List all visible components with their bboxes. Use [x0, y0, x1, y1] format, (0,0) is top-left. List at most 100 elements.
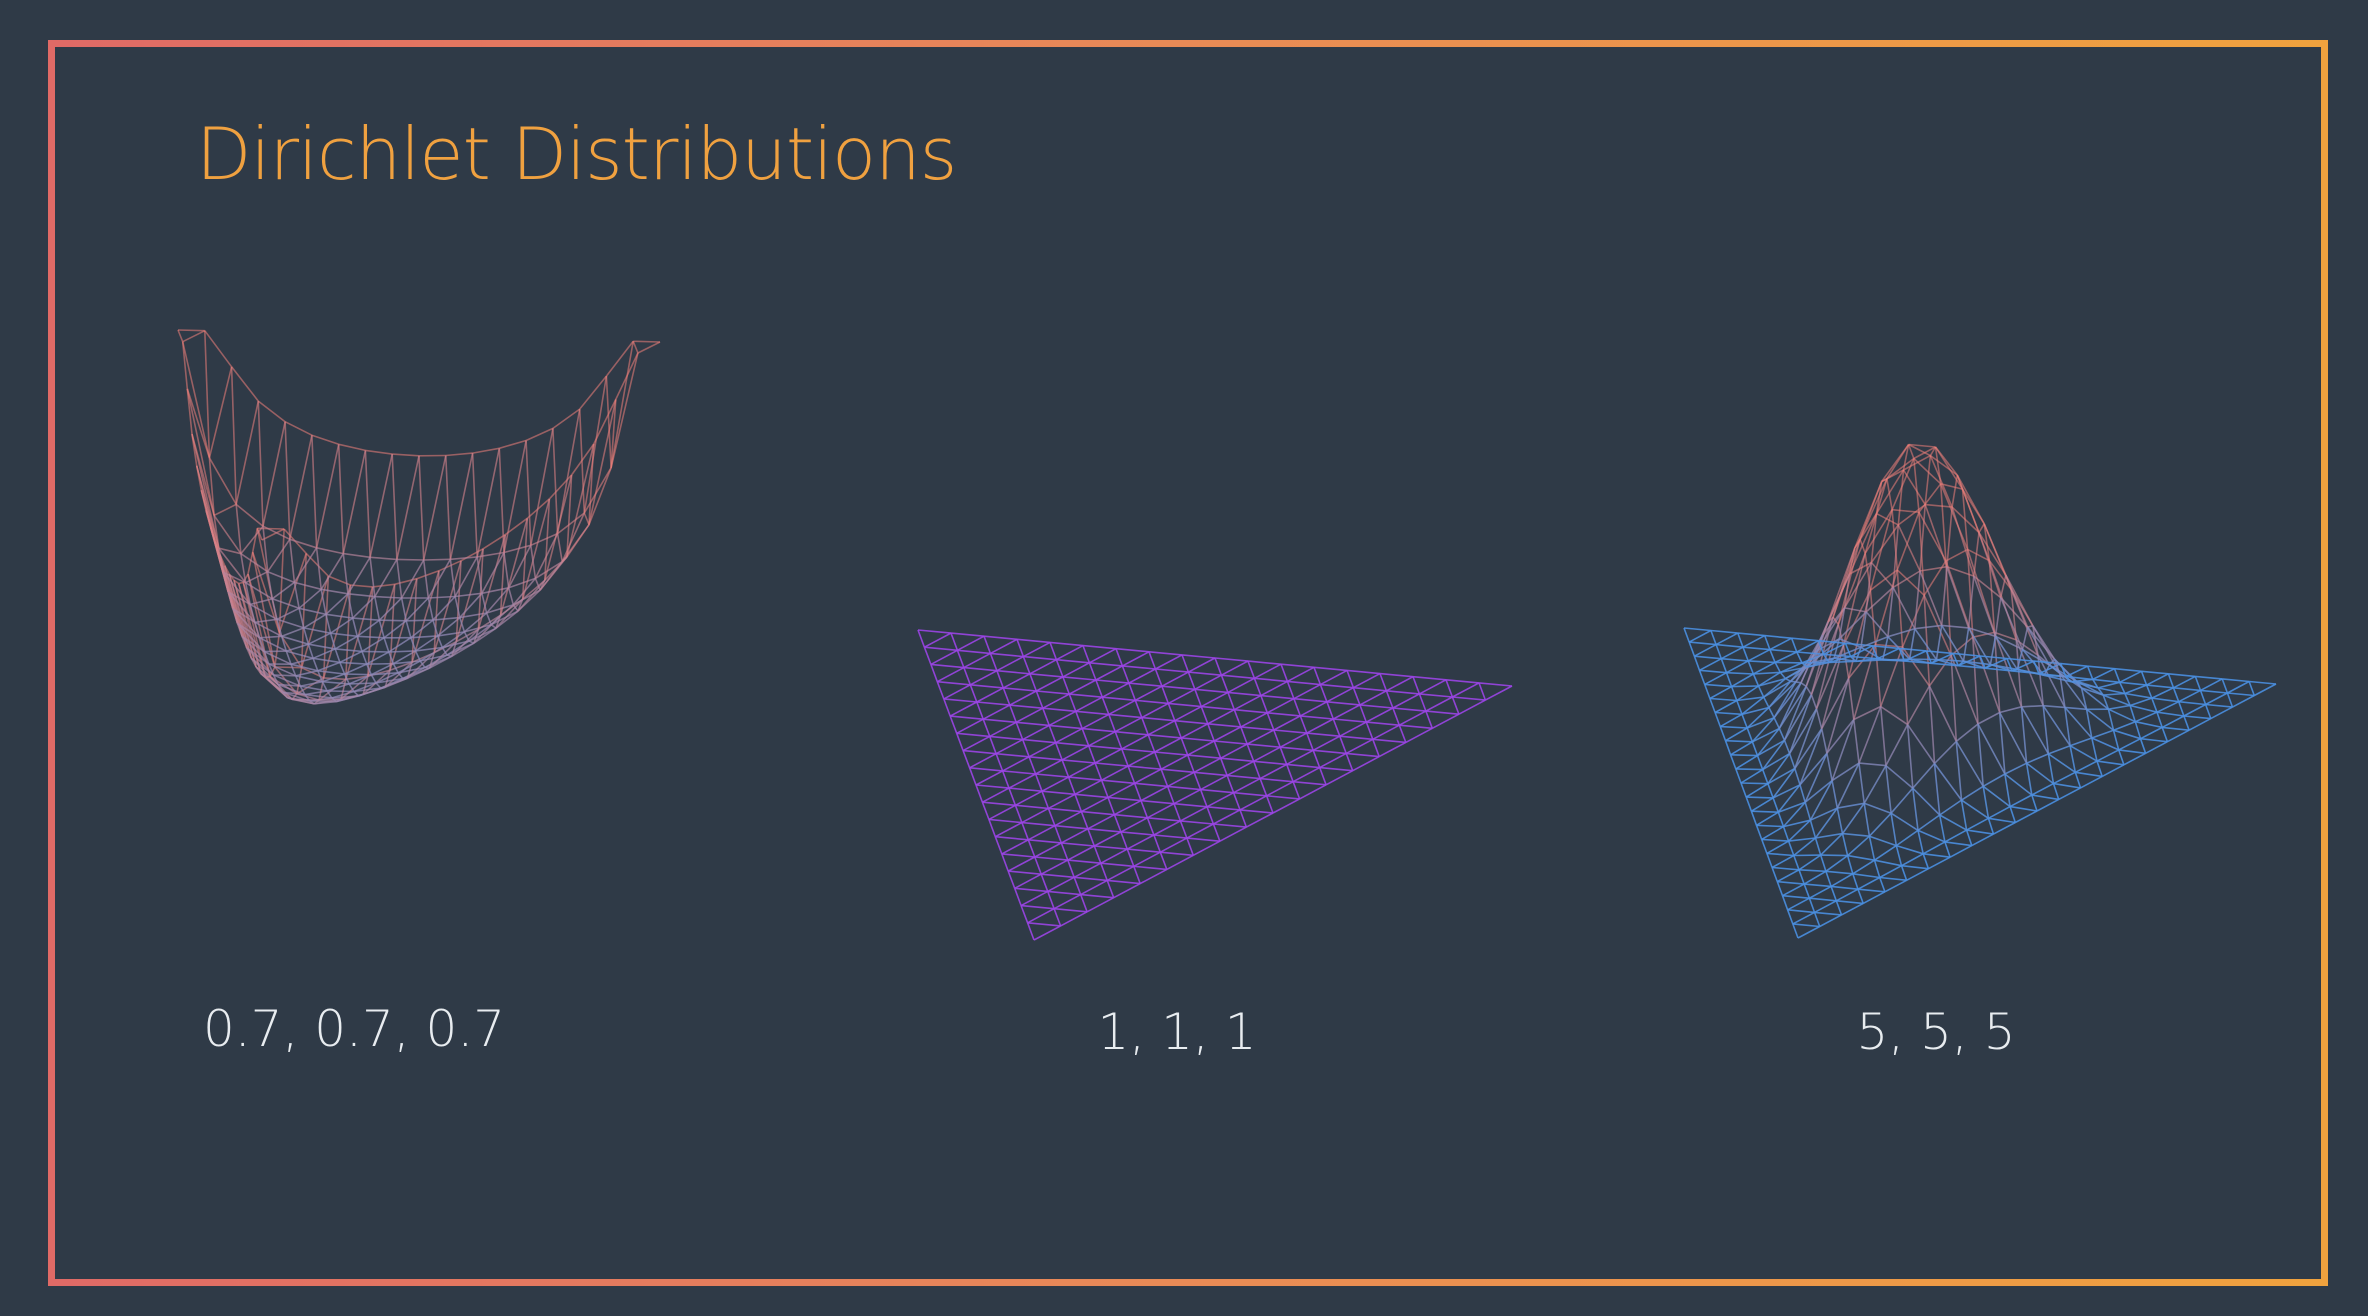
- mesh-line: [1226, 760, 1255, 777]
- mesh-line: [415, 646, 443, 652]
- mesh-line: [1234, 708, 1268, 714]
- mesh-line: [1833, 657, 1856, 663]
- mesh-line: [2075, 680, 2083, 689]
- mesh-line: [2096, 760, 2125, 766]
- mesh-line: [1953, 652, 1981, 657]
- mesh-line: [1135, 699, 1169, 705]
- mesh-line: [923, 646, 932, 665]
- mesh-line: [2204, 704, 2212, 719]
- mesh-line: [1886, 444, 1910, 480]
- mesh-line: [1086, 896, 1115, 913]
- mesh-line: [1127, 751, 1156, 767]
- mesh-line: [1153, 834, 1162, 853]
- mesh-line: [1478, 682, 1513, 687]
- mesh-line: [1399, 724, 1433, 730]
- mesh-line: [1067, 845, 1095, 861]
- mesh-line: [955, 733, 964, 751]
- mesh-line: [1194, 674, 1222, 691]
- mesh-line: [485, 587, 510, 614]
- mesh-line: [1887, 627, 1916, 638]
- mesh-line: [321, 681, 328, 692]
- mesh-line: [364, 450, 371, 558]
- mesh-line: [1944, 841, 1972, 847]
- mesh-line: [1008, 870, 1042, 875]
- mesh-line: [250, 598, 273, 606]
- mesh-line: [1788, 708, 1818, 755]
- mesh-line: [290, 657, 314, 665]
- mesh-line: [335, 648, 363, 653]
- mesh-line: [2042, 705, 2071, 747]
- mesh-line: [1830, 886, 1838, 902]
- mesh-line: [263, 650, 292, 665]
- mesh-line: [1950, 655, 1979, 725]
- mesh-line: [2113, 729, 2141, 740]
- mesh-line: [1134, 782, 1168, 788]
- mesh-line: [1048, 725, 1057, 743]
- mesh-line: [249, 603, 278, 620]
- mesh-line: [1246, 812, 1274, 828]
- mesh-line: [1820, 678, 1850, 730]
- mesh-line: [1379, 673, 1388, 692]
- mesh-line: [1760, 839, 1768, 854]
- mesh-line: [450, 641, 458, 657]
- mesh-line: [322, 673, 345, 683]
- mesh-line: [1088, 745, 1122, 750]
- mesh-line: [1075, 711, 1083, 729]
- mesh-line: [227, 591, 256, 623]
- mesh-line: [1147, 817, 1181, 822]
- mesh-line: [2129, 697, 2153, 707]
- mesh-line: [1313, 749, 1347, 755]
- mesh-line: [296, 667, 303, 694]
- mesh-line: [455, 560, 462, 642]
- mesh-line: [1035, 773, 1069, 778]
- mesh-line: [1089, 662, 1123, 667]
- mesh-line: [2177, 701, 2185, 717]
- mesh-line: [361, 637, 385, 653]
- mesh-line: [379, 619, 407, 622]
- mesh-line: [1715, 644, 1723, 659]
- mesh-line: [291, 693, 298, 700]
- mesh-line: [1359, 704, 1368, 723]
- mesh-line: [1831, 762, 1860, 782]
- mesh-line: [1804, 883, 1832, 888]
- mesh-line: [1857, 876, 1881, 890]
- mesh-line: [1917, 830, 1924, 854]
- mesh-line: [300, 553, 307, 668]
- mesh-line: [1114, 731, 1123, 750]
- mesh-line: [1089, 647, 1117, 664]
- mesh-line: [1068, 762, 1096, 778]
- mesh-line: [1107, 796, 1142, 802]
- mesh-line: [1325, 769, 1354, 786]
- mesh-line: [2199, 690, 2207, 705]
- mesh-line: [369, 557, 376, 597]
- mesh-line: [1914, 570, 1921, 629]
- mesh-line: [1863, 803, 1871, 837]
- mesh-line: [1081, 796, 1109, 813]
- mesh-line: [1074, 779, 1102, 796]
- mesh-line: [1874, 859, 1902, 867]
- mesh-line: [1719, 713, 1743, 728]
- mesh-line: [314, 700, 337, 705]
- mesh-line: [1286, 749, 1314, 766]
- mesh-line: [1287, 666, 1315, 683]
- mesh-line: [450, 556, 478, 561]
- mesh-line: [1036, 690, 1070, 695]
- mesh-line: [1020, 890, 1049, 907]
- mesh-line: [1259, 763, 1288, 780]
- mesh-line: [2113, 668, 2121, 683]
- mesh-line: [1174, 705, 1202, 722]
- mesh-line: [1965, 829, 1973, 846]
- mesh-line: [268, 663, 297, 677]
- mesh-line: [1108, 699, 1136, 716]
- mesh-line: [1891, 509, 1899, 570]
- mesh-line: [1293, 683, 1321, 700]
- mesh-line: [605, 340, 634, 377]
- mesh-line: [1906, 724, 1936, 764]
- mesh-line: [429, 641, 457, 669]
- mesh-line: [1913, 458, 1920, 513]
- mesh-line: [2009, 805, 2038, 812]
- mesh-line: [1810, 807, 1838, 821]
- mesh-line: [588, 467, 612, 525]
- mesh-line: [1876, 512, 1899, 526]
- mesh-line: [1419, 679, 1447, 695]
